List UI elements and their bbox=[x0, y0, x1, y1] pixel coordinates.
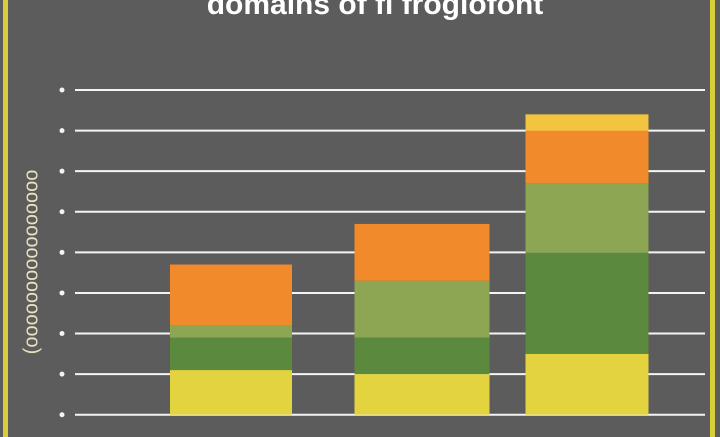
y-axis-label: (oooooooooooooooo bbox=[20, 170, 42, 355]
y-tick-mark bbox=[59, 209, 65, 215]
bar-segment bbox=[525, 353, 649, 415]
bar-segment bbox=[354, 374, 490, 415]
bar-segment bbox=[525, 130, 649, 184]
bar-segment bbox=[170, 264, 292, 326]
bar-segment bbox=[354, 337, 490, 375]
bar-segment bbox=[354, 280, 490, 338]
bar-segment bbox=[525, 183, 649, 253]
bar-segment bbox=[170, 337, 292, 371]
chart-title: domains of fi frogiofont bbox=[207, 0, 544, 21]
bar-segment bbox=[354, 223, 490, 281]
bar-segment bbox=[525, 252, 649, 354]
y-tick-mark bbox=[59, 331, 65, 337]
y-tick-mark bbox=[59, 412, 65, 418]
y-tick-mark bbox=[59, 290, 65, 296]
y-tick-mark bbox=[59, 371, 65, 377]
bar-segment bbox=[170, 370, 292, 415]
right-border bbox=[710, 0, 715, 437]
y-tick-mark bbox=[59, 128, 65, 134]
y-tick-mark bbox=[59, 168, 65, 174]
bar-segment bbox=[170, 325, 292, 338]
y-tick-mark bbox=[59, 87, 65, 93]
left-border bbox=[3, 0, 8, 437]
bar-segment bbox=[525, 114, 649, 131]
y-tick-mark bbox=[59, 249, 65, 255]
